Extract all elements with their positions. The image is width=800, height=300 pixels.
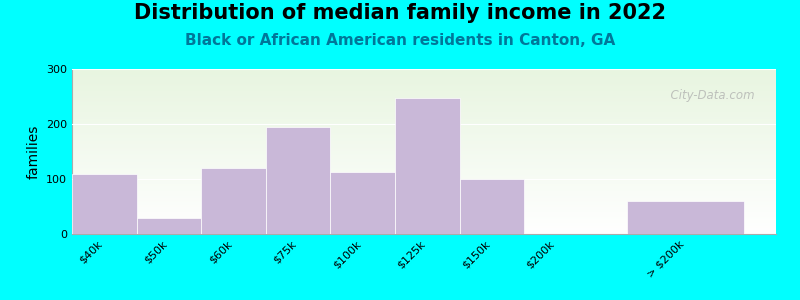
Bar — [627, 201, 744, 234]
Text: Black or African American residents in Canton, GA: Black or African American residents in C… — [185, 33, 615, 48]
Text: Distribution of median family income in 2022: Distribution of median family income in … — [134, 3, 666, 23]
Bar — [137, 218, 201, 234]
Bar — [330, 172, 395, 234]
Bar — [72, 173, 137, 234]
Bar — [395, 98, 459, 234]
Bar — [266, 127, 330, 234]
Y-axis label: families: families — [26, 124, 41, 179]
Bar — [459, 179, 524, 234]
Text: City-Data.com: City-Data.com — [663, 89, 755, 102]
Bar — [201, 168, 266, 234]
